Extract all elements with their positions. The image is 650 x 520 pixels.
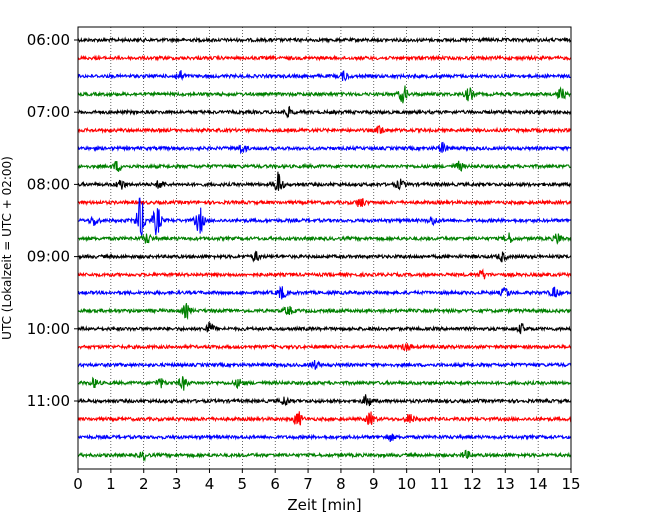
trace-line	[77, 449, 572, 463]
x-axis-label: Zeit [min]	[287, 496, 361, 514]
x-tick-label: 12	[463, 475, 482, 493]
trace-line	[77, 394, 572, 407]
trace-line	[77, 70, 572, 82]
y-tick-label: 06:00	[27, 31, 70, 49]
x-tick-label: 1	[106, 475, 116, 493]
trace-line	[77, 197, 572, 237]
trace-line	[77, 285, 572, 300]
trace-line	[77, 232, 572, 245]
x-tick-label: 6	[270, 475, 280, 493]
trace-line	[77, 360, 572, 370]
trace-line	[77, 303, 572, 321]
x-tick-label: 9	[369, 475, 379, 493]
trace-layer	[77, 36, 572, 463]
x-tick-label: 15	[561, 475, 580, 493]
x-tick-label: 2	[139, 475, 149, 493]
x-axis-ticks: 0 1 2 3 4 5 6 7 8 9 10 11 12 13 14 15	[73, 469, 581, 493]
y-tick-label: 07:00	[27, 103, 70, 121]
trace-line	[77, 250, 572, 263]
trace-line	[77, 198, 572, 208]
plot-frame	[77, 26, 572, 470]
x-tick-label: 4	[205, 475, 215, 493]
trace-line	[77, 171, 572, 191]
y-tick-label: 11:00	[27, 392, 70, 410]
trace-line	[77, 36, 572, 44]
trace-line	[77, 433, 572, 442]
trace-line	[77, 54, 572, 62]
x-tick-label: 14	[529, 475, 548, 493]
y-axis-label: UTC (Lokalzeit = UTC + 02:00)	[0, 156, 14, 340]
y-tick-label: 09:00	[27, 248, 70, 266]
x-tick-label: 0	[73, 475, 83, 493]
y-axis-ticks: 06:00 07:00 08:00 09:00 10:00 11:00	[27, 31, 78, 410]
x-tick-label: 11	[430, 475, 449, 493]
y-tick-label: 10:00	[27, 320, 70, 338]
x-tick-label: 5	[238, 475, 248, 493]
x-tick-label: 13	[496, 475, 515, 493]
trace-line	[77, 124, 572, 135]
x-tick-label: 7	[303, 475, 313, 493]
trace-line	[77, 160, 572, 172]
x-tick-label: 3	[172, 475, 182, 493]
trace-line	[77, 268, 572, 280]
trace-line	[77, 376, 572, 391]
trace-line	[77, 411, 572, 426]
trace-line	[77, 321, 572, 335]
trace-line	[77, 85, 572, 104]
x-tick-label: 10	[397, 475, 416, 493]
trace-line	[77, 342, 572, 352]
trace-line	[77, 141, 572, 155]
y-tick-label: 08:00	[27, 175, 70, 193]
x-tick-label: 8	[336, 475, 346, 493]
trace-line	[77, 105, 572, 119]
